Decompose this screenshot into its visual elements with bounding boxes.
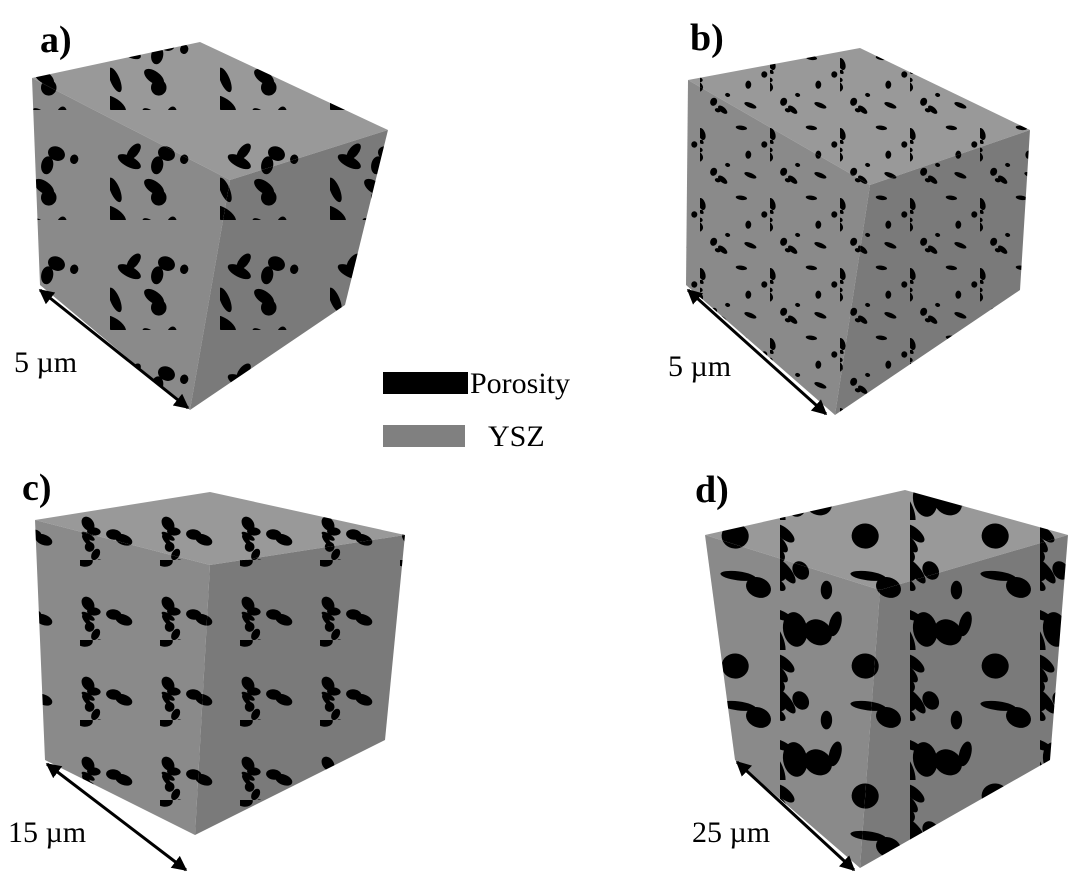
legend-swatch (383, 372, 468, 394)
cube-face (195, 535, 405, 835)
microstructure-cube (35, 492, 405, 835)
panel-label: c) (22, 467, 52, 509)
scale-label: 5 µm (668, 350, 731, 383)
scale-label: 5 µm (14, 346, 77, 379)
figure: a) b) c) d) 5 µm 5 µm 15 µm 25 µm Porosi… (0, 0, 1071, 878)
cube-face (35, 520, 210, 835)
microstructure-cube (705, 490, 1068, 868)
legend-label: Porosity (470, 367, 570, 400)
panel-label: d) (695, 469, 729, 511)
legend-label: YSZ (488, 420, 545, 453)
scale-label: 15 µm (8, 816, 86, 849)
legend-swatch (383, 425, 465, 447)
panel-label: b) (690, 17, 724, 59)
scale-label: 25 µm (692, 816, 770, 849)
microstructure-cube (686, 48, 1030, 415)
microstructure-cube (32, 42, 388, 410)
panel-label: a) (40, 19, 72, 61)
